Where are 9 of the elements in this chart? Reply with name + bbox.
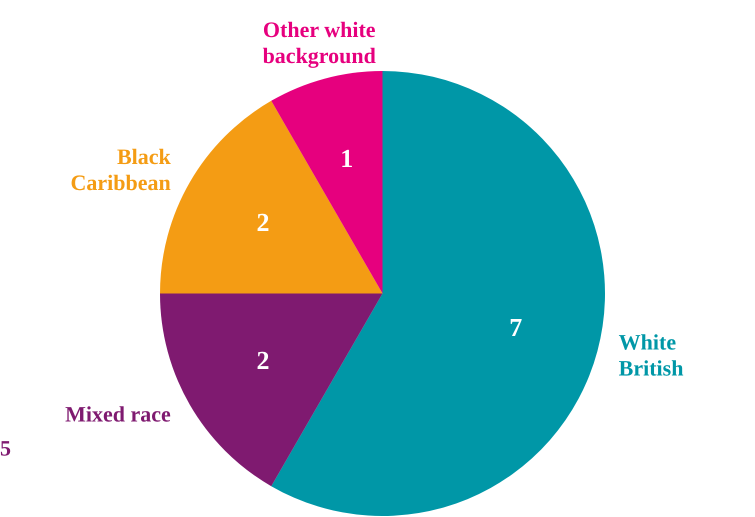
slice-label: Other white background [262, 17, 376, 68]
slice-label: Black Caribbean [70, 144, 172, 195]
slice-label: Mixed race [65, 401, 171, 426]
data-label: 1 [340, 144, 354, 173]
slice-label: White British [618, 329, 684, 380]
text: 5 [0, 436, 11, 461]
data-label: 7 [509, 312, 522, 342]
data-label: 2 [256, 346, 270, 376]
data-label: 2 [256, 208, 270, 238]
